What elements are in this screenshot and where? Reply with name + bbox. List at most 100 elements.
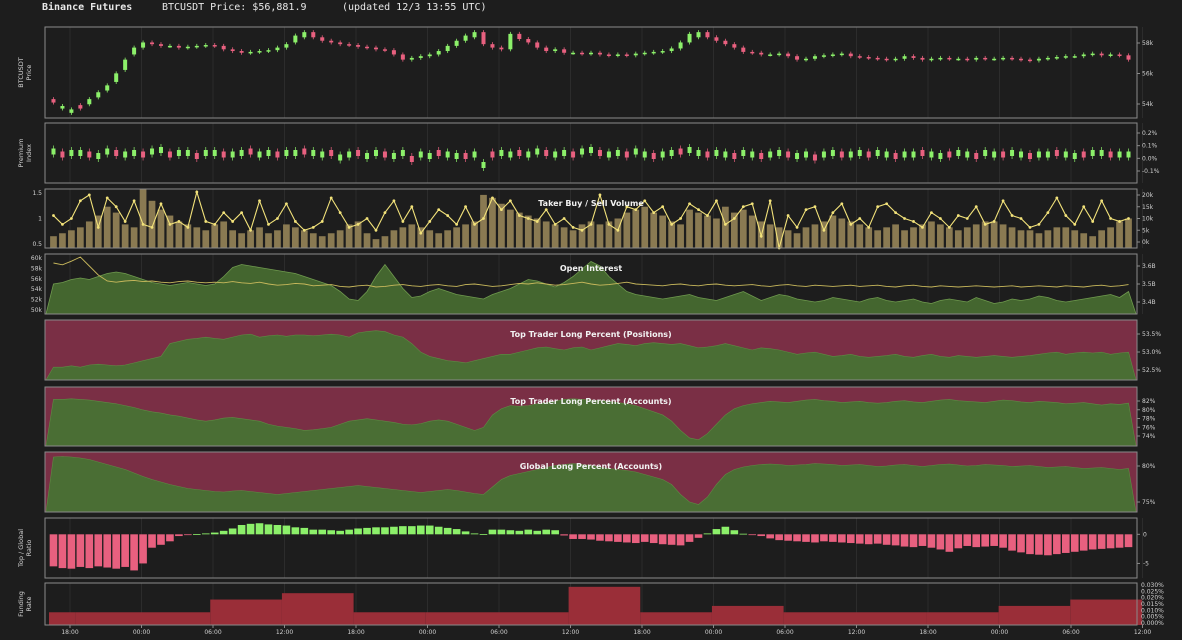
- oi-price-axis-tick-label: 60k: [31, 255, 43, 262]
- global-accounts-panel: [44, 451, 1138, 513]
- ratio-bar: [694, 534, 703, 538]
- premium-candle: [786, 151, 791, 158]
- funding-bar: [210, 599, 282, 625]
- volume-bar: [623, 212, 631, 248]
- premium-candle: [185, 150, 190, 156]
- ratio-bar: [1088, 534, 1097, 550]
- x-axis-tick-label: 12:00: [1134, 629, 1151, 636]
- premium-candle: [1036, 151, 1041, 158]
- volume-bar: [372, 239, 380, 248]
- premium-candle: [284, 150, 289, 156]
- premium-candle: [633, 148, 638, 155]
- taker-ratio-point: [562, 217, 566, 220]
- volume-bar: [847, 221, 855, 248]
- funding-bar: [49, 612, 76, 625]
- price-candle: [463, 35, 468, 41]
- ratio-bar: [1062, 534, 1070, 553]
- premium-candle: [481, 162, 486, 168]
- price-candle: [535, 42, 540, 48]
- volume-bar: [220, 221, 228, 248]
- taker-ratio-point: [616, 228, 620, 232]
- volume-bar: [130, 227, 138, 248]
- top-accounts-axis-tick-label: 80%: [1142, 407, 1156, 414]
- ratio-bar: [533, 530, 542, 535]
- ratio-bar: [685, 534, 694, 542]
- oi-value-axis-tick-label: 3.5B: [1142, 281, 1156, 288]
- taker-ratio-point: [930, 211, 933, 215]
- premium-candle: [141, 151, 146, 158]
- volume-bar: [820, 221, 828, 248]
- taker-ratio-point: [688, 202, 691, 206]
- taker-ratio-axis-tick-label: 0.5: [32, 241, 42, 248]
- premium-candle: [1045, 151, 1050, 158]
- premium-candle: [723, 151, 728, 158]
- premium-candle: [768, 151, 773, 158]
- ratio-bar: [461, 531, 470, 535]
- taker-ratio-point: [177, 220, 181, 223]
- taker-ratio-point: [517, 214, 521, 217]
- ratio-bar: [273, 524, 282, 535]
- price-candle: [490, 44, 495, 48]
- ratio-bar: [372, 527, 380, 535]
- volume-bar: [686, 209, 693, 248]
- taker-ratio-point: [867, 225, 871, 229]
- taker-ratio-point: [661, 205, 665, 209]
- volume-bar: [1080, 233, 1088, 248]
- taker-ratio-point: [267, 223, 270, 226]
- volume-bar: [50, 236, 57, 248]
- volume-bar: [238, 233, 245, 248]
- taker-ratio-point: [912, 220, 915, 223]
- top-accounts-long-area: [45, 398, 1137, 447]
- ratio-bar: [94, 534, 103, 567]
- x-axis-tick-label: 18:00: [347, 629, 364, 636]
- taker-ratio-point: [1064, 214, 1068, 217]
- taker-ratio-point: [52, 214, 55, 217]
- ratio-bar: [900, 534, 909, 547]
- ratio-bar: [112, 534, 120, 569]
- top-accounts-axis-tick-label: 76%: [1142, 424, 1156, 431]
- volume-bar: [945, 227, 953, 248]
- premium-candle: [373, 150, 378, 156]
- premium-candle: [911, 151, 916, 158]
- premium-candle: [795, 153, 800, 159]
- ratio-bar: [1079, 534, 1088, 551]
- volume-bar: [668, 221, 675, 248]
- volume-bar: [336, 230, 344, 248]
- premium-axis-tick-label: -0.1%: [1142, 168, 1160, 175]
- taker-ratio-point: [938, 217, 942, 220]
- taker-ratio-point: [822, 228, 826, 232]
- x-axis-tick-label: 06:00: [490, 629, 507, 636]
- taker-ratio-point: [141, 223, 145, 226]
- volume-bar: [256, 227, 263, 248]
- ratio-bar: [255, 523, 264, 535]
- funding-axis-tick-label: 0.030%: [1141, 582, 1164, 589]
- price-candle: [257, 51, 262, 53]
- price-candle: [750, 51, 755, 54]
- premium-candle: [687, 147, 692, 153]
- ratio-bar: [891, 534, 900, 546]
- premium-candle: [1001, 151, 1006, 158]
- premium-candle: [123, 151, 128, 158]
- price-candle: [1072, 56, 1077, 58]
- ratio-bar: [560, 534, 568, 536]
- x-axis-tick-label: 06:00: [1062, 629, 1079, 636]
- volume-bar: [292, 227, 299, 248]
- premium-candle: [929, 151, 934, 158]
- price-candle: [338, 42, 343, 45]
- taker-ratio-point: [598, 193, 602, 197]
- volume-bar: [507, 209, 514, 248]
- taker-ratio-point: [78, 199, 82, 203]
- ratio-bar: [730, 530, 739, 535]
- ratio-bar: [309, 529, 318, 535]
- volume-bar: [345, 224, 353, 248]
- price-candle: [382, 49, 387, 51]
- volume-bar: [489, 197, 496, 248]
- taker-ratio-point: [947, 225, 951, 229]
- premium-candle: [230, 151, 235, 158]
- volume-bar: [166, 215, 174, 248]
- price-overlay-line: [53, 256, 1129, 288]
- taker-ratio-point: [383, 211, 387, 215]
- price-candle: [606, 54, 611, 56]
- ratio-bar: [264, 524, 273, 535]
- taker-ratio-point: [1019, 217, 1023, 220]
